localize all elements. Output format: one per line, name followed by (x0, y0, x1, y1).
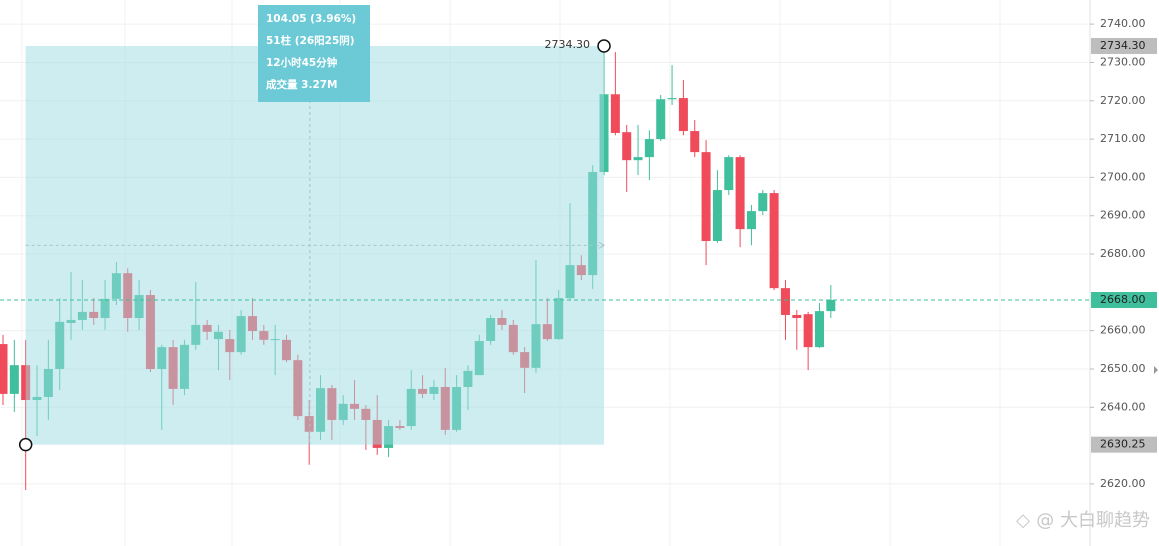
watermark-icon: ◇ (1016, 510, 1030, 531)
price-badge-label: 2630.25 (1100, 438, 1146, 451)
candle-body (667, 98, 677, 100)
candle-body (678, 98, 688, 132)
y-tick-label: 2650.00 (1100, 362, 1146, 375)
y-tick-label: 2690.00 (1100, 209, 1146, 222)
price-badge (1091, 292, 1157, 309)
candle-body (826, 300, 836, 312)
candle-body (9, 365, 19, 394)
measure-end-label: 2734.30 (545, 38, 591, 51)
candle-body (656, 99, 666, 140)
y-tick-label: 2720.00 (1100, 94, 1146, 107)
y-tick-label: 2660.00 (1100, 324, 1146, 337)
candle-body (701, 152, 711, 242)
measure-tooltip (258, 5, 370, 102)
y-tick-label: 2740.00 (1100, 17, 1146, 30)
measure-tooltip-line: 51柱 (26阳25阴) (266, 34, 355, 47)
y-tick-label: 2730.00 (1100, 55, 1146, 68)
candle-body (712, 190, 722, 242)
candle-body (746, 211, 756, 230)
scroll-arrow (1154, 366, 1158, 374)
y-tick-label: 2700.00 (1100, 170, 1146, 183)
candle-body (610, 94, 620, 133)
y-tick-label: 2640.00 (1100, 400, 1146, 413)
price-badge-label: 2734.30 (1100, 39, 1146, 52)
candle-body (724, 157, 734, 191)
measure-start (18, 437, 33, 452)
candle-body (780, 288, 790, 315)
candle-body (735, 157, 745, 230)
candle-body (633, 157, 643, 161)
y-tick-label: 2710.00 (1100, 132, 1146, 145)
candle-body (622, 132, 632, 161)
candle-body (758, 193, 768, 212)
y-tick-label: 2680.00 (1100, 247, 1146, 260)
price-badge-label: 2668.00 (1100, 293, 1146, 306)
candle-body (792, 314, 802, 319)
measure-tooltip-line: 12小时45分钟 (266, 56, 338, 69)
measure-tooltip-line: 成交量 3.27M (266, 78, 338, 91)
candle-body (644, 139, 654, 158)
measure-end (597, 39, 611, 53)
price-axis: 2740.00 2730.00 2720.00 2710.00 2700.00 2690.… (1089, 0, 1157, 546)
price-badge (1091, 37, 1157, 54)
y-tick-label: 2620.00 (1100, 477, 1146, 490)
candle-body (769, 193, 779, 289)
candle-body (0, 344, 8, 394)
candle-body (803, 314, 813, 348)
overlay: 2734.30 104.05 (3.96%) 51柱 (26阳25阴) 12小时45分… (0, 5, 1090, 452)
candle-body (814, 311, 824, 348)
watermark: @ 大白聊趋势 (1036, 510, 1150, 531)
price-badge (1091, 436, 1157, 453)
measure-tooltip-line: 104.05 (3.96%) (266, 13, 356, 25)
measure-arrow (598, 241, 605, 249)
candle-body (690, 131, 700, 153)
